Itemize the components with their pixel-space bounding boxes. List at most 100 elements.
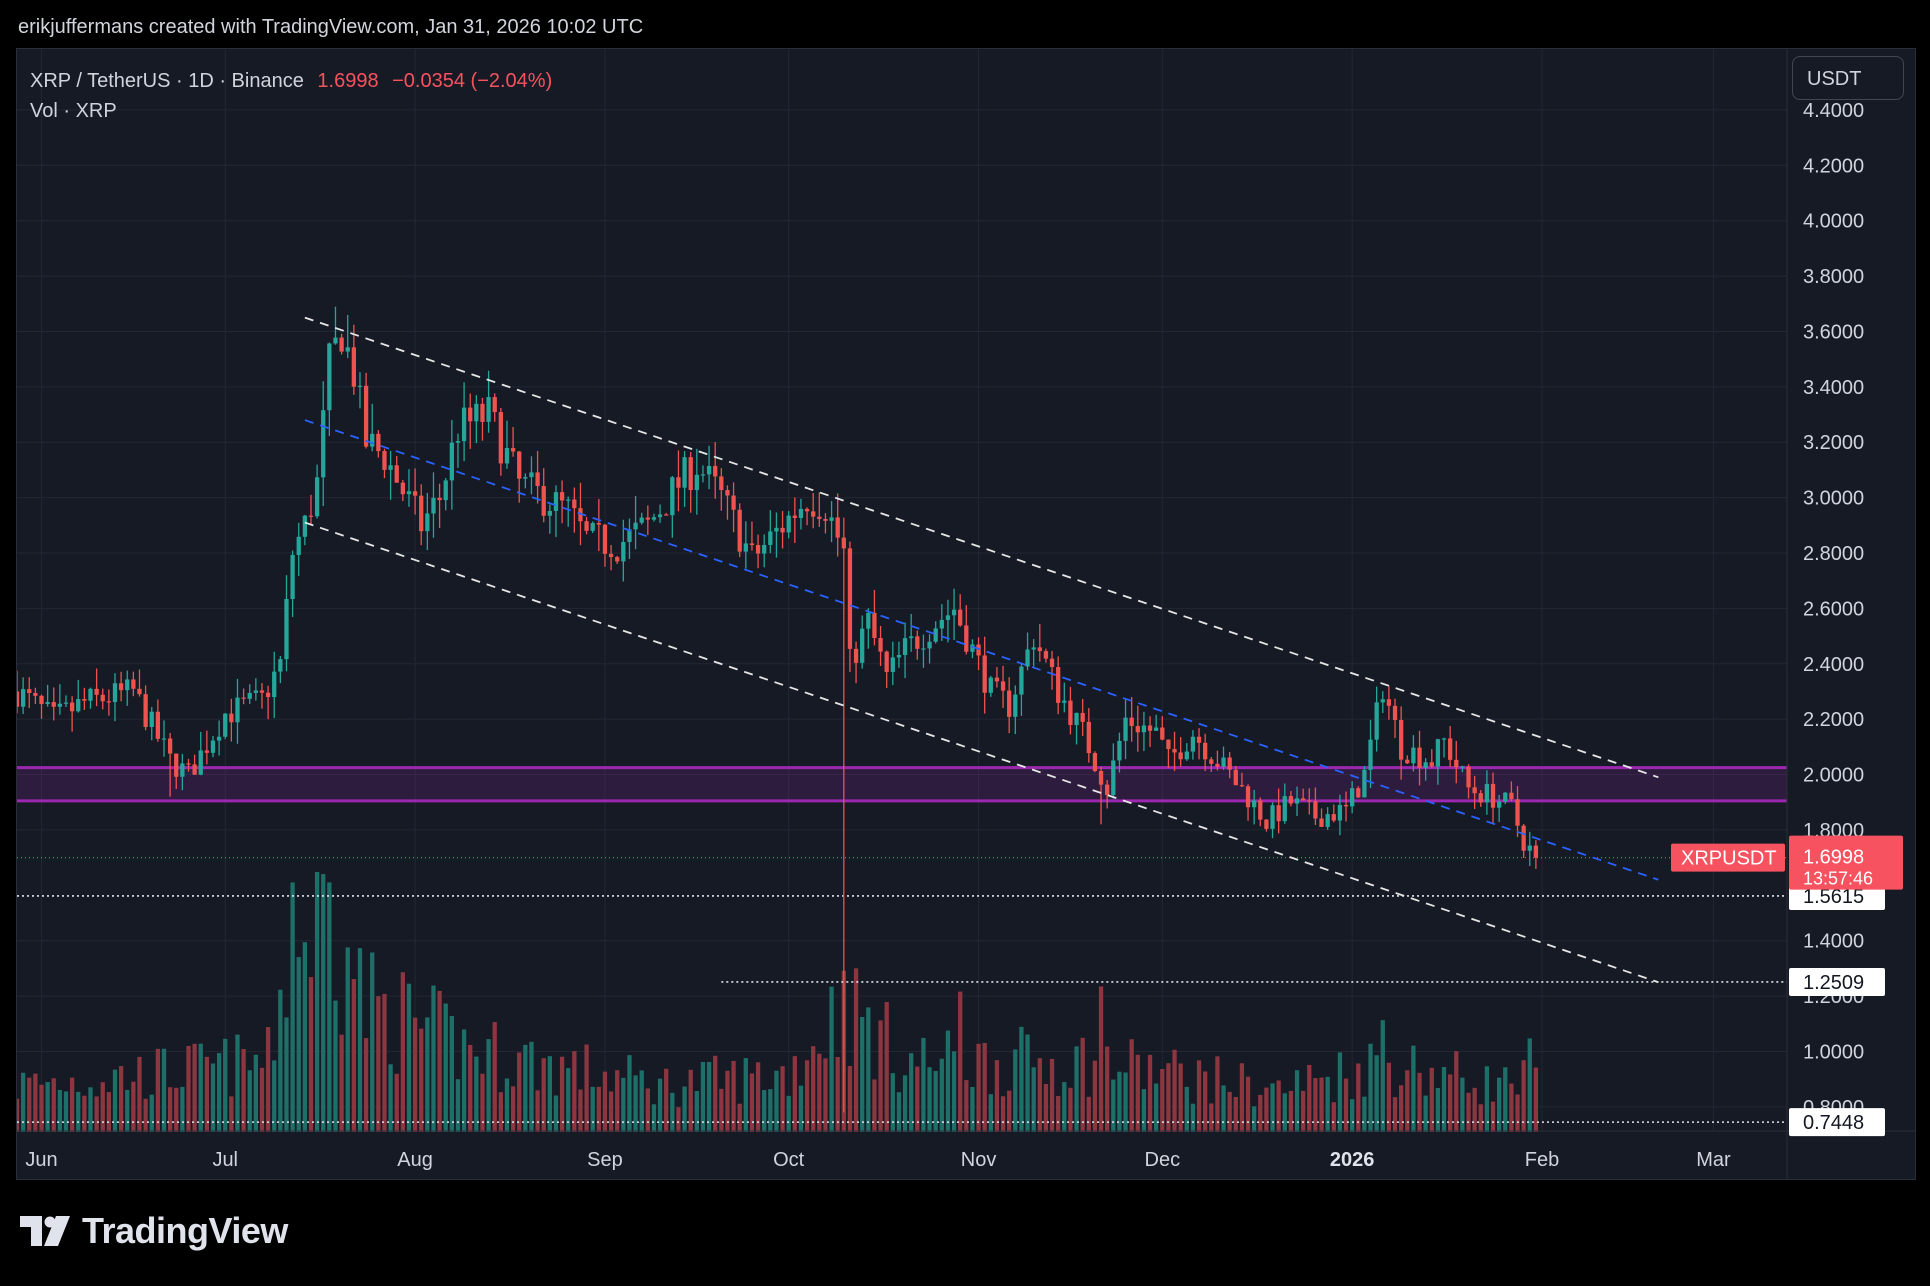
candle-body	[1343, 804, 1349, 807]
volume-bar	[853, 968, 859, 1132]
candle-body	[1166, 739, 1171, 750]
volume-bar	[1392, 1097, 1398, 1132]
volume-bar	[1098, 986, 1104, 1132]
volume-bar	[161, 1048, 167, 1132]
volume-bar	[351, 979, 356, 1132]
candle-body	[229, 713, 234, 723]
volume-bar	[17, 1098, 20, 1132]
volume-bar	[1080, 1037, 1085, 1132]
candle-body	[1098, 770, 1104, 785]
candle-body	[443, 480, 448, 501]
volume-bar	[192, 1043, 197, 1132]
volume-bar	[290, 882, 295, 1132]
volume-bar	[1325, 1076, 1330, 1132]
candle-body	[909, 636, 914, 639]
volume-bar	[951, 1051, 957, 1132]
level-price-tag: 1.2509	[1789, 967, 1885, 996]
volume-line[interactable]: Vol · XRP	[30, 100, 117, 122]
candle-body	[394, 465, 399, 483]
volume-bar	[394, 1073, 399, 1132]
chart-frame[interactable]: 4.4000 4.2000 4.0000 3.8000 3.6000 3.4000 3.20…	[16, 48, 1916, 1180]
channel-mid-line	[304, 419, 1659, 881]
candle-body	[725, 489, 730, 496]
volume-bar	[553, 1095, 559, 1132]
candle-body	[27, 689, 32, 694]
candle-body	[1386, 699, 1392, 706]
price-tick-label: 3.8000	[1803, 266, 1864, 288]
volume-bar	[1245, 1076, 1251, 1132]
candle-body	[584, 521, 589, 531]
candle-body	[731, 495, 736, 510]
candle-body	[1362, 769, 1367, 798]
candle-body	[88, 688, 93, 701]
volume-bar	[811, 1046, 816, 1132]
volume-bar	[694, 1090, 699, 1132]
candle-body	[351, 347, 356, 387]
time-tick-label: Jun	[25, 1149, 57, 1171]
candle-body	[792, 515, 797, 518]
volume-bar	[486, 1039, 491, 1132]
candle-body	[290, 554, 295, 600]
volume-bar	[1135, 1054, 1140, 1132]
price-chart[interactable]: 4.4000 4.2000 4.0000 3.8000 3.6000 3.4000 3.20…	[17, 49, 1915, 1179]
volume-bar	[1025, 1034, 1030, 1132]
candle-body	[137, 688, 142, 695]
candle-body	[241, 697, 246, 699]
volume-bar	[425, 1017, 430, 1132]
candle-body	[706, 465, 712, 475]
symbol-tag-label: XRPUSDT	[1681, 848, 1777, 870]
volume-bar	[517, 1052, 522, 1132]
volume-bar	[229, 1096, 234, 1132]
candle-body	[755, 545, 761, 554]
candle-body	[449, 442, 454, 481]
time-tick-label: Feb	[1525, 1149, 1559, 1171]
candle-body	[1245, 786, 1251, 808]
currency-button[interactable]: USDT	[1792, 56, 1904, 100]
volume-bar	[1068, 1087, 1073, 1132]
symbol-line[interactable]: XRP / TetherUS · 1D · Binance	[30, 70, 304, 92]
volume-bar	[498, 1092, 503, 1132]
candle-body	[1092, 753, 1098, 771]
volume-bar	[1264, 1087, 1269, 1132]
volume-bar	[964, 1080, 969, 1132]
volume-bar	[1503, 1067, 1508, 1132]
volume-bar	[725, 1070, 730, 1132]
volume-bar	[382, 993, 387, 1132]
volume-bar	[265, 1027, 271, 1132]
volume-bar	[1166, 1063, 1171, 1132]
candle-body	[786, 515, 791, 533]
candle-body	[118, 683, 124, 691]
candle-body	[547, 510, 552, 516]
volume-bar	[1141, 1089, 1147, 1132]
volume-bar	[333, 1000, 338, 1132]
candle-body	[1276, 805, 1281, 822]
volume-bar	[1172, 1049, 1177, 1132]
price-tick-label: 3.4000	[1803, 377, 1864, 399]
volume-bar	[988, 1094, 993, 1132]
volume-bar	[1227, 1091, 1232, 1132]
price-tick-label: 3.6000	[1803, 321, 1864, 343]
volume-bar	[774, 1070, 779, 1132]
volume-bar	[1362, 1096, 1367, 1132]
countdown-label: 13:57:46	[1803, 869, 1873, 889]
candle-body	[1178, 752, 1183, 760]
volume-bar	[1380, 1020, 1385, 1132]
volume-bar	[1178, 1063, 1183, 1132]
volume-bar	[137, 1056, 142, 1132]
candle-body	[1441, 738, 1447, 740]
candle-body	[817, 516, 822, 520]
candle-body	[1117, 740, 1122, 761]
candle-body	[921, 648, 926, 650]
candle-body	[1423, 762, 1428, 768]
volume-bar	[1221, 1085, 1226, 1132]
volume-bar	[406, 983, 412, 1132]
volume-bar	[278, 989, 283, 1132]
candle-body	[33, 693, 38, 696]
candle-body	[1490, 783, 1496, 808]
channel-upper-line	[304, 316, 1659, 779]
volume-bar	[1411, 1045, 1416, 1132]
candle-body	[20, 689, 26, 707]
volume-bar	[1160, 1069, 1165, 1132]
volume-bar	[651, 1104, 657, 1132]
candle-body	[823, 519, 828, 521]
